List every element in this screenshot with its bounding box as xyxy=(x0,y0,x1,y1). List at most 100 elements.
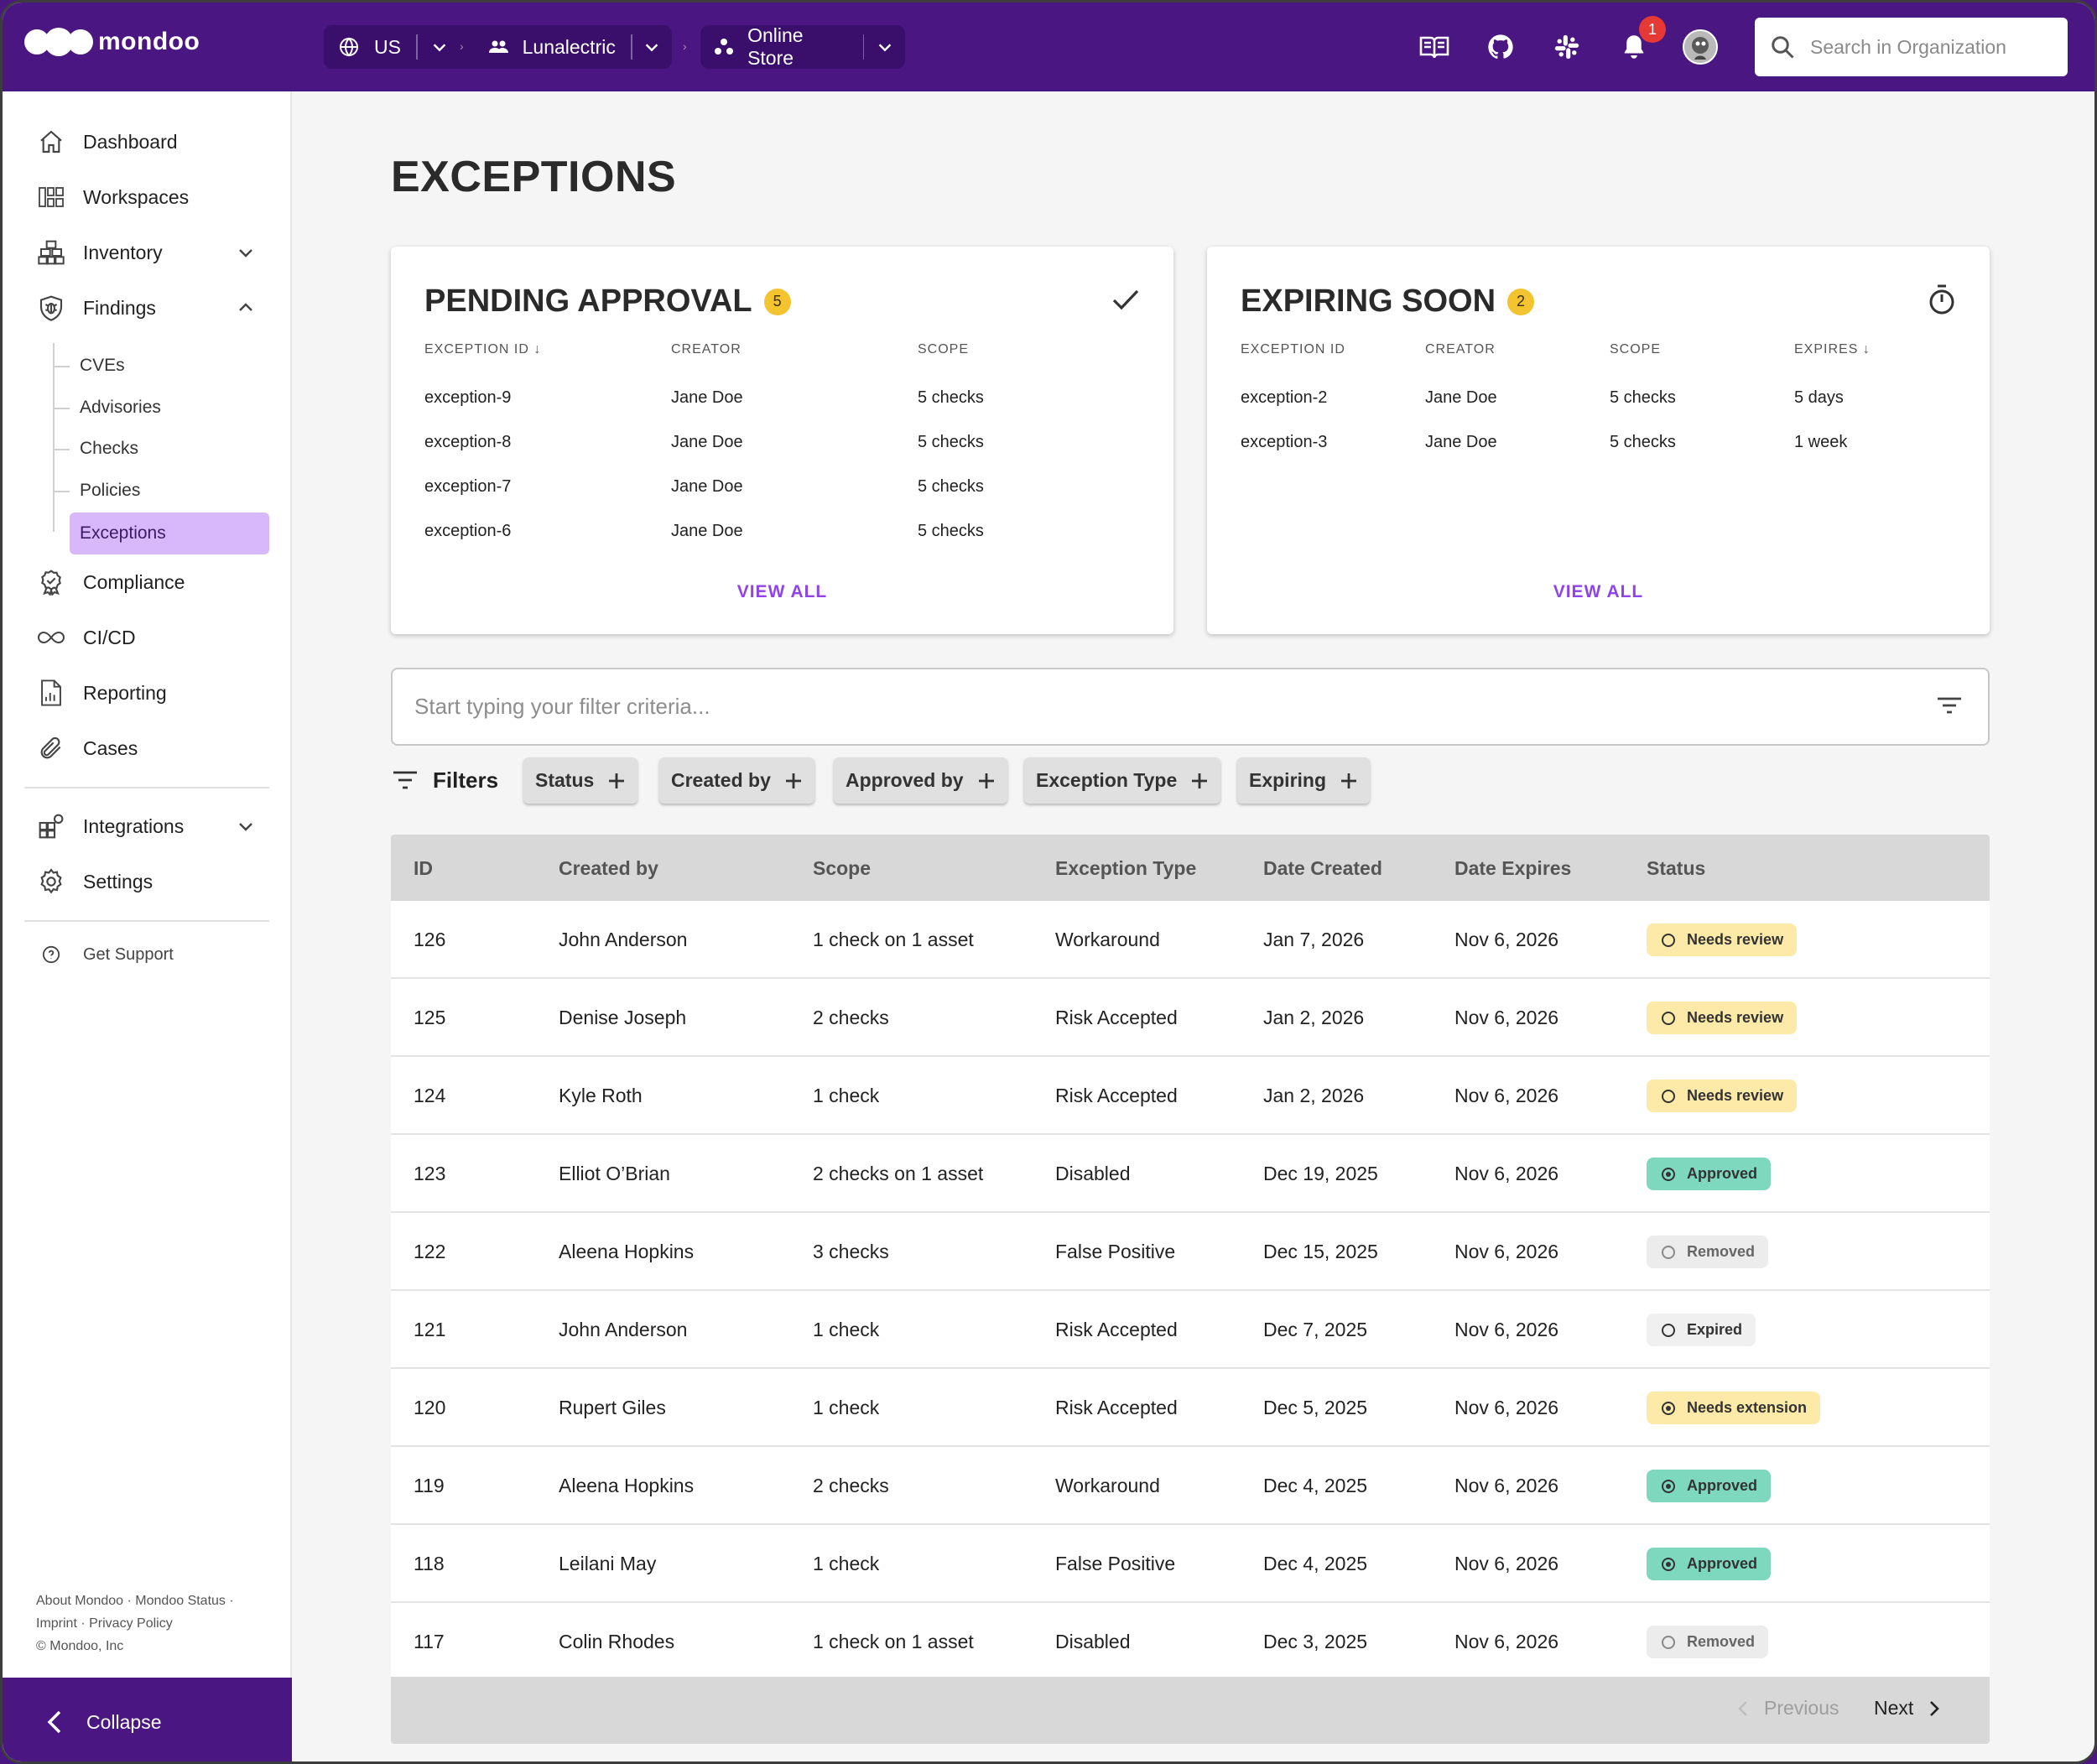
creator-cell: Jane Doe xyxy=(671,388,743,407)
mondoo-logo[interactable]: mondoo xyxy=(24,28,200,56)
column-header-date-expires[interactable]: Date Expires xyxy=(1454,857,1572,879)
filter-chip-status[interactable]: Status xyxy=(523,757,638,804)
filter-chip-approved-by[interactable]: Approved by xyxy=(834,757,1007,804)
sidebar-item-settings[interactable]: Settings xyxy=(36,861,153,903)
creator-cell: Jane Doe xyxy=(1425,388,1497,407)
sidebar-item-label: Cases xyxy=(83,736,138,759)
table-row[interactable]: 117 Colin Rhodes 1 check on 1 asset Disa… xyxy=(391,1603,1990,1681)
column-header-created-by[interactable]: Created by xyxy=(559,857,658,879)
filter-chip-exception-type[interactable]: Exception Type xyxy=(1024,757,1221,804)
date-expires-cell: Nov 6, 2026 xyxy=(1454,929,1559,950)
sidebar-item-reporting[interactable]: Reporting xyxy=(36,672,167,714)
sidebar-item-cases[interactable]: Cases xyxy=(36,727,138,769)
infinity-icon xyxy=(36,629,66,646)
exception-id-cell[interactable]: exception-8 xyxy=(424,433,512,451)
scope-cell: 3 checks xyxy=(813,1241,889,1262)
column-header[interactable]: EXPIRES ↓ xyxy=(1794,342,1871,357)
filter-chip-created-by[interactable]: Created by xyxy=(659,757,814,804)
chevron-down-icon[interactable] xyxy=(864,38,905,56)
view-all-expiring-link[interactable]: VIEW ALL xyxy=(1553,582,1644,601)
column-header-exception-type[interactable]: Exception Type xyxy=(1055,857,1197,879)
sidebar-item-findings[interactable]: Findings xyxy=(36,287,156,329)
column-header-scope[interactable]: Scope xyxy=(813,857,872,879)
chevron-up-icon[interactable] xyxy=(236,298,256,318)
space-icon xyxy=(700,37,747,57)
organization-search[interactable] xyxy=(1755,18,2068,76)
column-header-date-created[interactable]: Date Created xyxy=(1263,857,1382,879)
region-selector[interactable]: US xyxy=(324,25,488,69)
exception-id-cell[interactable]: exception-7 xyxy=(424,477,512,496)
creator-cell: Jane Doe xyxy=(671,433,743,451)
privacy-link[interactable]: Privacy Policy xyxy=(89,1616,173,1631)
avatar[interactable] xyxy=(1683,29,1718,65)
scope-cell: 2 checks xyxy=(813,1007,889,1028)
table-row[interactable]: 124 Kyle Roth 1 check Risk Accepted Jan … xyxy=(391,1057,1990,1135)
exception-type-cell: Workaround xyxy=(1055,1475,1160,1496)
table-row[interactable]: 118 Leilani May 1 check False Positive D… xyxy=(391,1525,1990,1603)
sidebar-item-cicd[interactable]: CI/CD xyxy=(36,617,136,658)
workspaces-icon xyxy=(36,185,66,209)
creator-cell: Jane Doe xyxy=(671,477,743,496)
github-icon[interactable] xyxy=(1483,29,1518,65)
collapse-button[interactable]: Collapse xyxy=(3,1678,292,1761)
sidebar-subitem-policies[interactable]: Policies xyxy=(36,472,140,509)
filter-search-box[interactable] xyxy=(391,668,1990,746)
status-link[interactable]: Mondoo Status xyxy=(135,1594,226,1608)
chevron-down-icon[interactable] xyxy=(236,242,256,263)
sidebar-subitem-exceptions[interactable]: Exceptions xyxy=(70,513,269,554)
view-all-pending-link[interactable]: VIEW ALL xyxy=(736,582,828,601)
table-row[interactable]: 126 John Anderson 1 check on 1 asset Wor… xyxy=(391,901,1990,979)
column-header[interactable]: EXCEPTION ID ↓ xyxy=(424,342,541,357)
sidebar-subitem-advisories[interactable]: Advisories xyxy=(36,389,161,426)
space-selector[interactable]: Online Store xyxy=(700,24,905,69)
exception-id-cell[interactable]: exception-6 xyxy=(424,522,512,540)
imprint-link[interactable]: Imprint xyxy=(36,1616,77,1631)
date-expires-cell: Nov 6, 2026 xyxy=(1454,1475,1559,1496)
scope-cell: 1 check xyxy=(813,1553,880,1574)
sidebar-item-get-support[interactable]: Get Support xyxy=(36,934,174,976)
table-row[interactable]: 119 Aleena Hopkins 2 checks Workaround D… xyxy=(391,1447,1990,1525)
about-link[interactable]: About Mondoo xyxy=(36,1594,124,1608)
scope-cell: 1 check xyxy=(813,1085,880,1106)
scope-cell: 1 check xyxy=(813,1319,880,1340)
pending-approval-card: PENDING APPROVAL 5 EXCEPTION ID ↓ CREATO… xyxy=(391,247,1173,634)
scope-cell: 5 checks xyxy=(1610,388,1676,407)
organization-selector[interactable]: Lunalectric xyxy=(476,25,672,69)
sidebar-subitem-cves[interactable]: CVEs xyxy=(36,347,125,384)
sidebar-subitem-checks[interactable]: Checks xyxy=(36,430,138,467)
table-row[interactable]: 121 John Anderson 1 check Risk Accepted … xyxy=(391,1291,1990,1369)
table-row[interactable]: 125 Denise Joseph 2 checks Risk Accepted… xyxy=(391,979,1990,1057)
sidebar-item-compliance[interactable]: Compliance xyxy=(36,561,185,603)
previous-page-button[interactable]: Previous xyxy=(1737,1697,1839,1720)
exception-id-cell[interactable]: exception-2 xyxy=(1241,388,1328,407)
sidebar-item-workspaces[interactable]: Workspaces xyxy=(36,176,189,218)
status-filled-icon xyxy=(1662,1557,1675,1571)
slack-icon[interactable] xyxy=(1549,29,1584,65)
filter-chip-expiring[interactable]: Expiring xyxy=(1237,757,1371,804)
chevron-down-icon[interactable] xyxy=(418,38,461,56)
column-header: CREATOR xyxy=(1425,342,1496,356)
date-created-cell: Dec 5, 2025 xyxy=(1263,1397,1368,1418)
column-header-id[interactable]: ID xyxy=(414,857,433,879)
copyright: © Mondoo, Inc xyxy=(36,1639,124,1653)
subitem-label: Advisories xyxy=(80,398,161,417)
sidebar-item-inventory[interactable]: Inventory xyxy=(36,232,263,273)
chevron-down-icon[interactable] xyxy=(632,38,672,56)
search-input[interactable] xyxy=(1810,35,2053,59)
column-header-status[interactable]: Status xyxy=(1647,857,1706,879)
filter-input[interactable] xyxy=(414,694,1907,720)
next-page-button[interactable]: Next xyxy=(1874,1697,1940,1720)
table-row[interactable]: 120 Rupert Giles 1 check Risk Accepted D… xyxy=(391,1369,1990,1447)
exception-id-cell[interactable]: exception-9 xyxy=(424,388,512,407)
sidebar-item-integrations[interactable]: Integrations xyxy=(36,805,184,847)
created-by-cell: Colin Rhodes xyxy=(559,1631,675,1652)
docs-book-icon[interactable] xyxy=(1417,29,1452,65)
table-row[interactable]: 123 Elliot O’Brian 2 checks on 1 asset D… xyxy=(391,1135,1990,1213)
chevron-down-icon[interactable] xyxy=(236,816,256,836)
filter-list-icon[interactable] xyxy=(1936,695,1963,716)
exception-id-cell[interactable]: exception-3 xyxy=(1241,433,1328,451)
created-by-cell: Aleena Hopkins xyxy=(559,1475,695,1496)
sidebar-item-dashboard[interactable]: Dashboard xyxy=(36,121,178,163)
bell-icon[interactable] xyxy=(1616,29,1652,65)
table-row[interactable]: 122 Aleena Hopkins 3 checks False Positi… xyxy=(391,1213,1990,1291)
